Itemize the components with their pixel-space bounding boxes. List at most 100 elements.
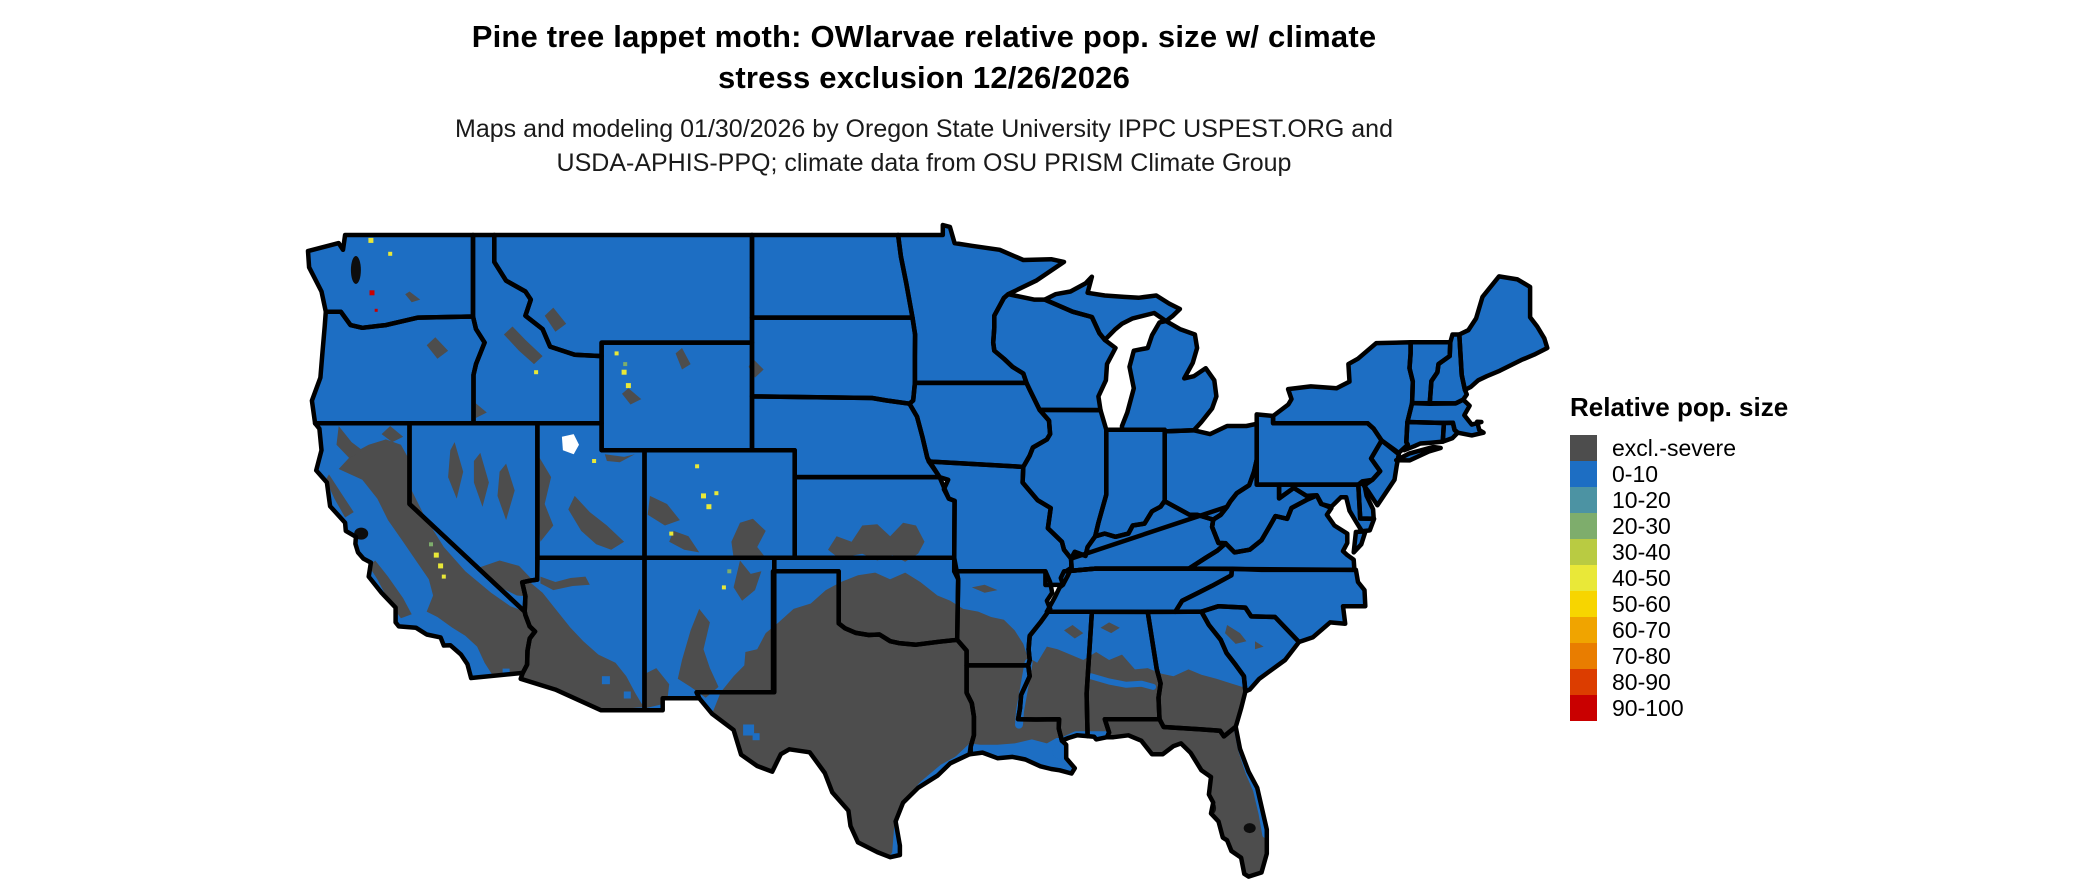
legend-label: 30-40 bbox=[1612, 538, 1671, 565]
legend-swatch-90-100 bbox=[1570, 695, 1597, 721]
legend-title: Relative pop. size bbox=[1570, 392, 1789, 422]
state-border-li bbox=[1393, 444, 1443, 463]
speck-g bbox=[727, 569, 732, 574]
speck-y bbox=[714, 491, 719, 496]
state-mil bbox=[1122, 321, 1217, 432]
state-nh bbox=[1429, 334, 1467, 404]
state-border-ms bbox=[1015, 606, 1095, 743]
excluded-region bbox=[1255, 641, 1264, 650]
state-me bbox=[1459, 276, 1548, 390]
state-mn bbox=[898, 225, 1064, 383]
excluded-region bbox=[537, 455, 554, 542]
excluded-region bbox=[828, 522, 925, 562]
speck-y bbox=[441, 574, 446, 579]
legend-label: 60-70 bbox=[1612, 616, 1671, 643]
speck-b bbox=[419, 636, 424, 641]
excluded-region bbox=[568, 495, 625, 550]
state-vt bbox=[1409, 342, 1451, 404]
state-or bbox=[311, 311, 485, 424]
speck-y bbox=[669, 531, 674, 536]
legend-label: 80-90 bbox=[1612, 668, 1671, 695]
state-border-nc bbox=[1172, 566, 1368, 645]
speck-y bbox=[592, 459, 597, 463]
speck-y bbox=[388, 251, 393, 256]
legend-swatch-50-60 bbox=[1570, 591, 1597, 617]
state-wv bbox=[1212, 459, 1317, 553]
bay-detail bbox=[350, 256, 361, 284]
coastal-fringe bbox=[1087, 673, 1157, 690]
excluded-region bbox=[503, 326, 543, 365]
state-wy bbox=[601, 342, 752, 451]
legend-item-20-30: 20-30 bbox=[1570, 513, 1788, 539]
legend-label: 90-100 bbox=[1612, 694, 1684, 721]
speck-b bbox=[623, 691, 631, 699]
state-border-fl bbox=[1102, 716, 1270, 879]
legend-item-0-10: 0-10 bbox=[1570, 461, 1788, 487]
state-md bbox=[1279, 484, 1375, 532]
state-border-mil bbox=[1119, 318, 1219, 434]
legend-item-excl.-severe: excl.-severe bbox=[1570, 435, 1788, 461]
legend-item-30-40: 30-40 bbox=[1570, 539, 1788, 565]
legend-swatch-60-70 bbox=[1570, 617, 1597, 643]
state-tn bbox=[1046, 568, 1232, 612]
legend-swatch-0-10 bbox=[1570, 461, 1597, 487]
excluded-region bbox=[731, 518, 766, 558]
legend-swatch-10-20 bbox=[1570, 487, 1597, 513]
speck-b bbox=[601, 676, 610, 685]
speck-b bbox=[411, 635, 418, 641]
excluded-region bbox=[540, 576, 590, 591]
state-sc bbox=[1201, 606, 1299, 692]
state-mo bbox=[928, 461, 1072, 585]
excluded-region bbox=[675, 348, 691, 370]
excluded-region bbox=[426, 337, 449, 359]
state-nd bbox=[752, 235, 913, 318]
legend-item-10-20: 10-20 bbox=[1570, 487, 1788, 513]
state-pa bbox=[1256, 414, 1382, 485]
state-wa bbox=[308, 235, 473, 328]
legend-swatch-20-30 bbox=[1570, 513, 1597, 539]
speck-r bbox=[369, 290, 375, 296]
map-subtitle-line2: USDA-APHIS-PPQ; climate data from OSU PR… bbox=[556, 149, 1292, 177]
state-il bbox=[1022, 409, 1107, 559]
legend-swatch-80-90 bbox=[1570, 669, 1597, 695]
map-title-line2: stress exclusion 12/26/2026 bbox=[717, 60, 1131, 95]
speck-b bbox=[440, 652, 445, 657]
speck-gr bbox=[1233, 881, 1237, 885]
excluded-region bbox=[733, 560, 762, 601]
excluded-region bbox=[497, 463, 515, 521]
excluded-region bbox=[604, 454, 635, 463]
excluded-region bbox=[473, 401, 487, 418]
state-de bbox=[1358, 482, 1374, 519]
speck-y bbox=[721, 585, 726, 590]
excluded-region bbox=[338, 439, 535, 677]
speck-y bbox=[614, 351, 619, 356]
legend-item-40-50: 40-50 bbox=[1570, 565, 1788, 591]
legend-item-70-80: 70-80 bbox=[1570, 643, 1788, 669]
legend-item-80-90: 80-90 bbox=[1570, 669, 1788, 695]
excluded-region bbox=[325, 474, 354, 518]
state-wi bbox=[993, 294, 1116, 411]
state-border-me bbox=[1457, 274, 1550, 393]
legend-item-50-60: 50-60 bbox=[1570, 591, 1788, 617]
speck-b bbox=[637, 670, 644, 677]
legend-swatch-30-40 bbox=[1570, 539, 1597, 565]
legend-label: 10-20 bbox=[1612, 486, 1671, 513]
legend-label: 40-50 bbox=[1612, 564, 1671, 591]
legend-swatch-40-50 bbox=[1570, 565, 1597, 591]
speck-g bbox=[623, 362, 628, 367]
legend-swatch-excl.-severe bbox=[1570, 435, 1597, 461]
bay-details bbox=[350, 256, 1256, 834]
speck-g bbox=[429, 542, 433, 547]
map-title-line1: Pine tree lappet moth: OWlarvae relative… bbox=[471, 19, 1377, 54]
state-ny bbox=[1273, 342, 1413, 453]
speck-r bbox=[374, 308, 378, 312]
speck-b bbox=[406, 637, 411, 642]
state-inn bbox=[1095, 429, 1165, 537]
excluded-region bbox=[971, 584, 998, 593]
speck-b bbox=[743, 724, 755, 736]
speck-y bbox=[695, 464, 700, 469]
legend-label: 70-80 bbox=[1612, 642, 1671, 669]
legend-label: 50-60 bbox=[1612, 590, 1671, 617]
